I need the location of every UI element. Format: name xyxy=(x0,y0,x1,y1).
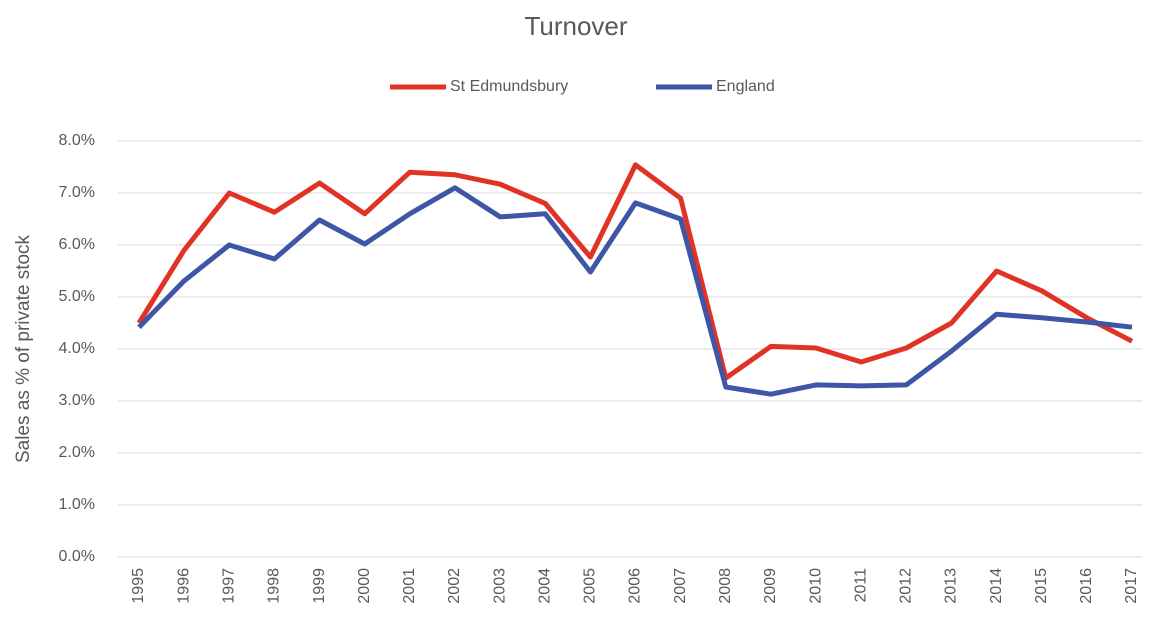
y-tick-label: 5.0% xyxy=(59,288,95,305)
y-tick-label: 2.0% xyxy=(59,444,95,461)
x-tick-label: 2004 xyxy=(536,568,553,604)
x-tick-label: 1995 xyxy=(130,568,147,604)
x-tick-label: 2005 xyxy=(582,568,599,604)
legend-label: England xyxy=(716,78,775,95)
x-tick-label: 2002 xyxy=(446,568,463,604)
legend-label: St Edmundsbury xyxy=(450,78,568,95)
x-tick-label: 2015 xyxy=(1033,568,1050,604)
y-tick-label: 7.0% xyxy=(59,184,95,201)
x-tick-label: 2008 xyxy=(717,568,734,604)
x-tick-label: 2009 xyxy=(762,568,779,604)
x-tick-label: 2013 xyxy=(943,568,960,604)
x-tick-label: 2007 xyxy=(672,568,689,604)
series-line xyxy=(137,185,1133,397)
x-tick-label: 1997 xyxy=(220,568,237,604)
x-tick-label: 2010 xyxy=(807,568,824,604)
x-tick-label: 2014 xyxy=(988,568,1005,604)
x-tick-label: 2006 xyxy=(627,568,644,604)
y-tick-label: 6.0% xyxy=(59,236,95,253)
y-axis-label: Sales as % of private stock xyxy=(13,234,34,463)
chart-title: Turnover xyxy=(524,11,627,41)
x-tick-label: 2011 xyxy=(852,568,869,603)
series-line xyxy=(136,162,1134,381)
x-tick-label: 2017 xyxy=(1123,568,1140,604)
y-tick-label: 8.0% xyxy=(59,132,95,149)
x-tick-label: 2000 xyxy=(356,568,373,604)
y-tick-label: 4.0% xyxy=(59,340,95,357)
x-tick-label: 2016 xyxy=(1078,568,1095,604)
y-tick-label: 0.0% xyxy=(59,548,95,565)
y-tick-label: 3.0% xyxy=(59,392,95,409)
x-tick-label: 2001 xyxy=(401,568,418,604)
x-tick-label: 2003 xyxy=(491,568,508,604)
x-tick-label: 1999 xyxy=(311,568,328,604)
x-tick-label: 2012 xyxy=(898,568,915,604)
y-tick-label: 1.0% xyxy=(59,496,95,513)
x-tick-label: 1996 xyxy=(175,568,192,604)
x-tick-label: 1998 xyxy=(266,568,283,604)
